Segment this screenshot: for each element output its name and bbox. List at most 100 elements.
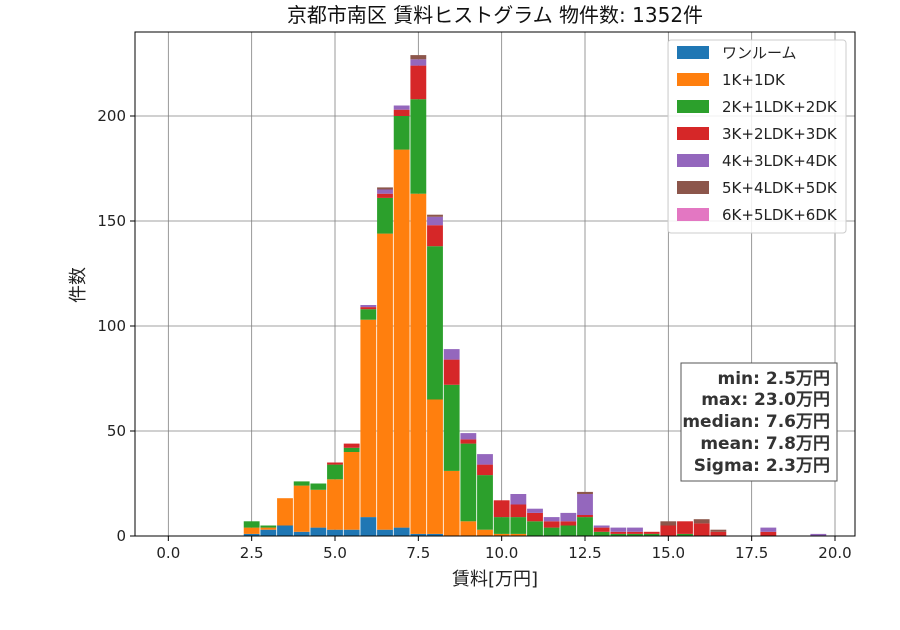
stats-sigma: Sigma: 2.3万円 <box>694 456 830 476</box>
bar-segment <box>577 517 593 536</box>
bar-segment <box>427 216 443 226</box>
legend-swatch <box>677 100 709 113</box>
bar-segment <box>760 527 777 532</box>
plot-frame <box>134 31 856 537</box>
bar-segment <box>310 527 327 536</box>
x-tick-label: 0.0 <box>156 544 180 562</box>
legend-frame <box>667 39 847 234</box>
bar-segment <box>460 443 477 522</box>
bar-segment <box>460 433 477 440</box>
legend-label: ワンルーム <box>722 44 797 62</box>
bar-segment <box>260 529 277 536</box>
bars-group <box>243 55 827 536</box>
bar-segment <box>760 531 777 536</box>
bar-segment <box>527 508 543 513</box>
bar-segment <box>527 521 543 536</box>
bar-segment <box>343 443 360 448</box>
bar-segment <box>460 521 477 536</box>
bar-segment <box>343 447 360 452</box>
bar-segment <box>477 529 493 536</box>
x-tick-label: 7.5 <box>406 544 430 562</box>
bar-segment <box>810 533 827 536</box>
bar-segment <box>610 533 627 536</box>
bar-segment <box>393 109 410 116</box>
bar-segment <box>343 529 360 536</box>
bar-segment <box>410 99 427 194</box>
bar-segment <box>660 521 677 526</box>
x-axis-ticks: 0.0 2.5 5.0 7.5 10.0 12.5 15.0 17.5 20.0 <box>156 536 852 562</box>
bar-segment <box>393 149 410 528</box>
bar-segment <box>277 525 293 536</box>
bar-segment <box>327 479 343 530</box>
bar-segment <box>677 521 693 534</box>
bar-segment <box>360 309 377 320</box>
bar-segment <box>527 512 543 522</box>
bar-segment <box>593 531 610 536</box>
bar-segment <box>577 494 593 515</box>
legend-swatch <box>677 73 709 86</box>
x-tick-label: 2.5 <box>240 544 264 562</box>
x-tick-label: 5.0 <box>323 544 347 562</box>
bar-segment <box>310 489 327 528</box>
bar-segment <box>410 55 427 60</box>
bar-segment <box>710 529 727 532</box>
bar-segment <box>260 525 277 528</box>
bar-segment <box>393 105 410 110</box>
bar-segment <box>243 533 260 536</box>
bar-segment <box>560 521 577 526</box>
bar-segment <box>293 485 310 532</box>
stats-box-frame <box>680 362 838 482</box>
bar-segment <box>693 523 710 536</box>
bar-segment <box>477 475 493 530</box>
bar-segment <box>543 527 560 536</box>
legend-label: 6K+5LDK+6DK <box>722 206 838 224</box>
bar-segment <box>360 305 377 308</box>
bar-segment <box>360 319 377 518</box>
x-axis-label: 賃料[万円] <box>452 569 538 590</box>
bar-segment <box>543 517 560 522</box>
bar-segment <box>643 531 660 534</box>
x-tick-label: 12.5 <box>568 544 601 562</box>
bar-segment <box>593 525 610 528</box>
bar-segment <box>377 529 393 536</box>
bar-segment <box>460 439 477 444</box>
legend-label: 3K+2LDK+3DK <box>722 125 838 143</box>
x-tick-label: 15.0 <box>652 544 685 562</box>
bar-segment <box>643 533 660 536</box>
bar-segment <box>677 533 693 536</box>
bar-segment <box>377 189 393 194</box>
legend-label: 1K+1DK <box>722 71 786 89</box>
bar-segment <box>593 527 610 532</box>
bar-segment <box>493 517 510 534</box>
bar-segment <box>327 529 343 536</box>
bar-segment <box>443 359 460 385</box>
bar-segment <box>493 500 510 518</box>
bar-segment <box>293 481 310 486</box>
stats-min: min: 2.5万円 <box>718 369 830 389</box>
bar-segment <box>710 531 727 536</box>
y-tick-label: 100 <box>97 317 126 335</box>
y-tick-label: 150 <box>97 212 126 230</box>
bar-segment <box>260 527 277 530</box>
bar-segment <box>410 65 427 100</box>
x-tick-label: 20.0 <box>818 544 851 562</box>
bar-segment <box>627 533 643 536</box>
bar-segment <box>243 527 260 534</box>
bar-segment <box>610 531 627 534</box>
bar-segment <box>427 214 443 217</box>
bar-segment <box>477 464 493 476</box>
bar-segment <box>693 519 710 524</box>
bar-segment <box>427 533 443 536</box>
stats-mean: mean: 7.8万円 <box>700 434 830 454</box>
y-axis-label: 件数 <box>68 267 89 303</box>
y-tick-label: 200 <box>97 107 126 125</box>
chart-title: 京都市南区 賃料ヒストグラム 物件数: 1352件 <box>287 3 703 27</box>
bar-segment <box>610 527 627 532</box>
bar-segment <box>510 533 527 536</box>
bar-segment <box>327 464 343 480</box>
legend-swatch <box>677 127 709 140</box>
y-axis-ticks: 0 50 100 150 200 <box>97 107 135 545</box>
bar-segment <box>560 512 577 522</box>
bar-segment <box>427 246 443 400</box>
bar-segment <box>393 527 410 536</box>
